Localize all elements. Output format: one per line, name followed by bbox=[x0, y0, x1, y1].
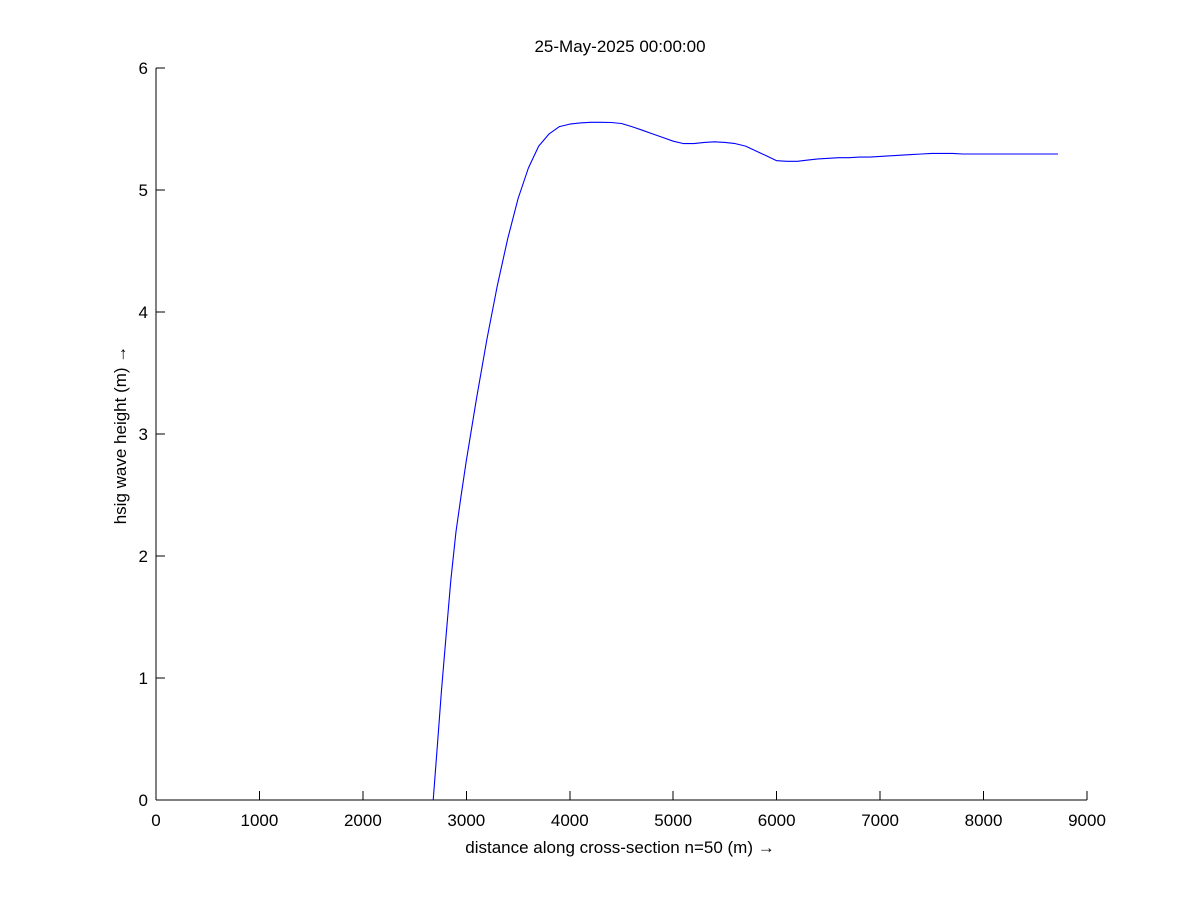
x-tick-label: 2000 bbox=[344, 811, 382, 830]
x-tick-label: 9000 bbox=[1068, 811, 1106, 830]
x-axis-label: distance along cross-section n=50 (m) → bbox=[465, 838, 774, 857]
x-tick-label: 1000 bbox=[241, 811, 279, 830]
x-tick-label: 3000 bbox=[447, 811, 485, 830]
y-tick-label: 5 bbox=[139, 181, 148, 200]
y-tick-label: 3 bbox=[139, 425, 148, 444]
x-tick-label: 0 bbox=[151, 811, 160, 830]
y-axis-label: hsig wave height (m) → bbox=[111, 346, 130, 525]
x-tick-label: 6000 bbox=[758, 811, 796, 830]
y-tick-label: 6 bbox=[139, 59, 148, 78]
x-tick-label: 7000 bbox=[861, 811, 899, 830]
y-tick-label: 0 bbox=[139, 791, 148, 810]
y-tick-label: 2 bbox=[139, 547, 148, 566]
x-tick-label: 5000 bbox=[654, 811, 692, 830]
x-tick-label: 8000 bbox=[965, 811, 1003, 830]
x-tick-label: 4000 bbox=[551, 811, 589, 830]
chart-title: 25-May-2025 00:00:00 bbox=[534, 37, 705, 56]
y-tick-label: 1 bbox=[139, 669, 148, 688]
y-tick-label: 4 bbox=[139, 303, 148, 322]
